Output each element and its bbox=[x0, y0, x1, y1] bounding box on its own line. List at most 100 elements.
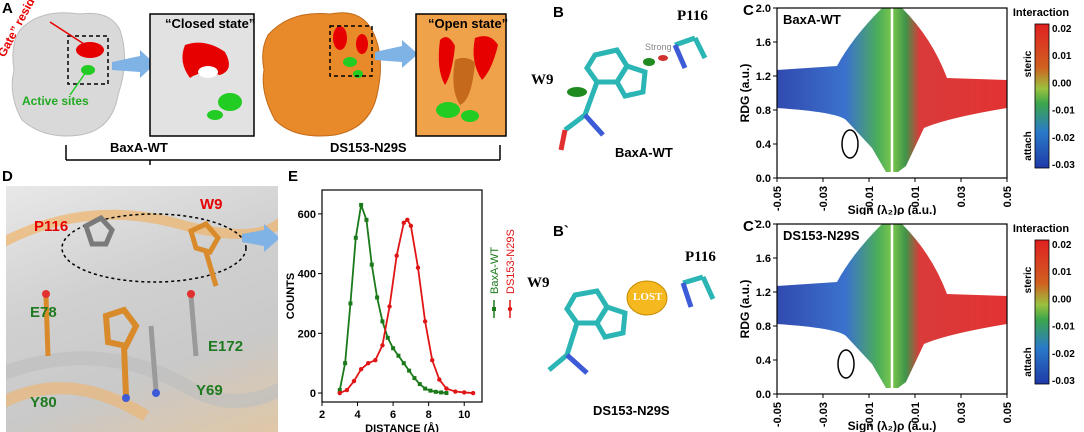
plot-frame bbox=[776, 7, 1008, 179]
data-point bbox=[444, 391, 449, 396]
colorbar-tick-label: -0.01 bbox=[1052, 106, 1075, 117]
colorbar-tick-label: 0.02 bbox=[1052, 240, 1072, 251]
y-tick-label: 0.8 bbox=[756, 321, 771, 333]
series-line-0 bbox=[338, 204, 447, 394]
data-point bbox=[433, 389, 438, 394]
panel-label-a: A bbox=[2, 0, 13, 17]
data-point bbox=[401, 220, 406, 226]
legend-label: BaxA-WT bbox=[489, 247, 501, 294]
data-point bbox=[344, 387, 350, 393]
x-axis-label: Sign (λ₂)ρ (a.u.) bbox=[848, 203, 937, 215]
data-point bbox=[412, 376, 417, 381]
highlight-ellipse bbox=[841, 129, 859, 159]
colorbar-tick-label: 0.02 bbox=[1052, 24, 1072, 35]
plot-frame bbox=[776, 223, 1008, 395]
mutant-surface bbox=[262, 12, 381, 137]
y-tick-label: 200 bbox=[298, 328, 316, 340]
res-e172: E172 bbox=[208, 338, 244, 355]
res-p116: P116 bbox=[34, 218, 69, 235]
data-point bbox=[439, 390, 444, 395]
panel-c2: C` 0.0 0.4 0.8 1.2 1.6 2.0 -0.05 -0.03 -0.01 0.01… bbox=[735, 216, 1084, 432]
x-tick-label: -0.03 bbox=[818, 186, 830, 211]
data-point bbox=[423, 386, 428, 391]
b-res1-label: P116 bbox=[677, 8, 708, 24]
data-point bbox=[396, 353, 401, 358]
x-tick-label: -0.05 bbox=[772, 186, 784, 211]
y-tick-label: 0.4 bbox=[756, 139, 772, 151]
data-point bbox=[470, 390, 476, 396]
legend-label: DS153-N29S bbox=[505, 229, 517, 294]
data-point bbox=[408, 223, 414, 229]
colorbar-bottom-label: attach bbox=[1023, 347, 1034, 376]
colorbar-tick-label: -0.01 bbox=[1052, 322, 1075, 333]
data-point bbox=[394, 253, 399, 258]
data-point bbox=[430, 357, 435, 363]
y-tick-label: 0 bbox=[310, 388, 316, 400]
data-point bbox=[364, 217, 369, 222]
b2-lost-label: LOST bbox=[633, 291, 663, 303]
data-point bbox=[387, 304, 392, 309]
data-point bbox=[380, 319, 385, 324]
x-tick-label: 0.03 bbox=[956, 402, 968, 423]
colorbar-tick-label: 0.01 bbox=[1052, 267, 1072, 278]
plot-title: DS153-N29S bbox=[783, 228, 860, 243]
plot-title: BaxA-WT bbox=[783, 12, 841, 27]
y-tick-label: 1.6 bbox=[756, 253, 771, 265]
panel-e: E 2 4 6 8 10 0 200 400 600 DISTANCE (Å) COUNTS BaxA… bbox=[282, 168, 528, 432]
y-axis-label: RDG (a.u.) bbox=[738, 280, 752, 339]
closed-state-label: “Closed state” bbox=[165, 16, 256, 31]
panel-a-illustration bbox=[11, 12, 507, 165]
data-point bbox=[359, 202, 364, 207]
colorbar-tick-label: 0.00 bbox=[1052, 78, 1072, 89]
y-tick-label: 0.4 bbox=[756, 355, 772, 367]
colorbar-tick-label: -0.03 bbox=[1052, 160, 1075, 171]
legend-marker bbox=[507, 306, 513, 312]
b2-res2-label: W9 bbox=[527, 275, 550, 291]
data-point bbox=[391, 346, 396, 351]
x-tick-label: 0.01 bbox=[910, 402, 922, 423]
panel-a: A “Gate” res bbox=[0, 0, 510, 165]
x-tick-label: -0.01 bbox=[864, 402, 876, 427]
colorbar-top-label: steric bbox=[1023, 50, 1034, 77]
x-tick-label: -0.05 bbox=[772, 402, 784, 427]
res-y80: Y80 bbox=[30, 394, 57, 411]
x-tick-label: 10 bbox=[458, 409, 470, 421]
x-tick-label: 6 bbox=[390, 409, 396, 421]
mutant-name-label: DS153-N29S bbox=[330, 140, 407, 155]
data-point bbox=[351, 378, 357, 384]
colorbar bbox=[1034, 23, 1050, 169]
y-tick-label: 1.2 bbox=[756, 71, 771, 83]
y-tick-label: 400 bbox=[298, 269, 316, 281]
data-point bbox=[428, 388, 433, 393]
x-tick-label: -0.03 bbox=[818, 402, 830, 427]
panel-label-b2: B` bbox=[553, 223, 569, 240]
rdg-plot-wt: 0.0 0.4 0.8 1.2 1.6 2.0 -0.05 -0.03 -0.01 0.01 0.0… bbox=[738, 3, 1075, 215]
open-state-label: “Open state” bbox=[428, 16, 509, 31]
x-tick-label: 0.05 bbox=[1002, 402, 1014, 423]
y-tick-label: 0.8 bbox=[756, 105, 771, 117]
panel-c: C 0.0 0.4 0.8 1.2 1.6 2.0 -0.05 -0.03 -0.01 0.01 0… bbox=[735, 0, 1084, 215]
x-axis-label: Sign (λ₂)ρ (a.u.) bbox=[848, 419, 937, 432]
b2-res1-label: P116 bbox=[685, 249, 716, 265]
y-tick-label: 0.0 bbox=[756, 389, 771, 401]
y-tick-label: 0.0 bbox=[756, 173, 771, 185]
data-point bbox=[385, 335, 390, 340]
colorbar-top-label: steric bbox=[1023, 266, 1034, 293]
x-axis-label: DISTANCE (Å) bbox=[365, 422, 439, 432]
data-point bbox=[462, 390, 467, 395]
data-point bbox=[348, 301, 353, 306]
b2-name-label: DS153-N29S bbox=[593, 403, 670, 418]
panel-b-molecule bbox=[558, 35, 708, 151]
y-tick-label: 2.0 bbox=[756, 3, 771, 15]
x-tick-label: 0.05 bbox=[1002, 186, 1014, 207]
colorbar-tick-label: -0.02 bbox=[1052, 133, 1075, 144]
colorbar-bottom-label: attach bbox=[1023, 131, 1034, 160]
b-name-label: BaxA-WT bbox=[615, 145, 673, 160]
data-point bbox=[358, 366, 364, 372]
x-tick-label: 2 bbox=[319, 409, 325, 421]
x-tick-label: 8 bbox=[426, 409, 432, 421]
plot-frame bbox=[321, 189, 483, 403]
b-strong-label: Strong bbox=[645, 42, 672, 52]
colorbar-title: Interaction bbox=[1013, 223, 1070, 235]
data-point bbox=[380, 343, 385, 348]
